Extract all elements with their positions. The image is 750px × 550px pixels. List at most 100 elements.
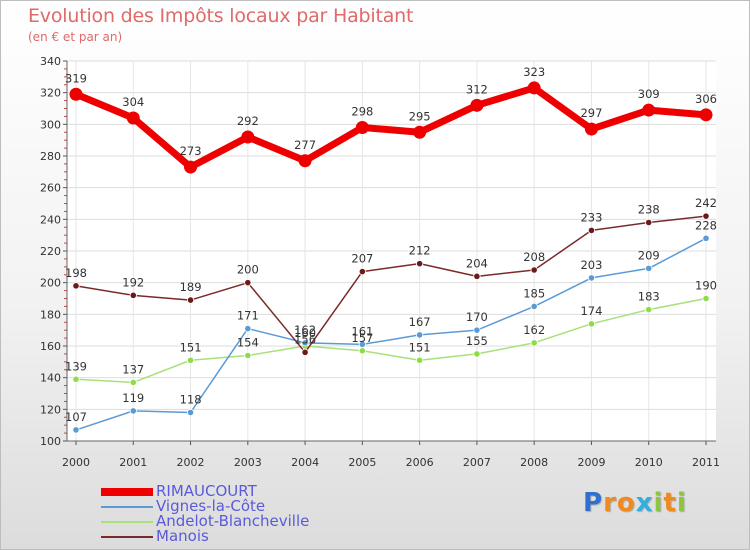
data-label: 228	[695, 218, 717, 232]
x-tick-label: 2005	[348, 456, 376, 469]
data-point	[129, 407, 137, 415]
data-point	[358, 340, 366, 349]
logo-letter: P	[583, 488, 604, 518]
data-label: 161	[351, 324, 373, 338]
data-label: 204	[466, 256, 488, 270]
y-tick-label: 200	[40, 277, 61, 290]
data-point	[530, 339, 538, 347]
data-label: 297	[580, 106, 602, 120]
data-point	[527, 81, 541, 95]
data-label: 119	[122, 391, 144, 405]
data-label: 208	[523, 250, 545, 264]
logo-letter: x	[635, 488, 654, 518]
y-tick-label: 300	[40, 118, 61, 131]
y-tick-label: 140	[40, 372, 61, 385]
data-point	[241, 130, 255, 144]
data-label: 151	[409, 340, 431, 354]
data-label: 183	[638, 290, 660, 304]
data-point	[301, 339, 309, 347]
y-tick-label: 180	[40, 308, 61, 321]
data-label: 154	[237, 336, 259, 350]
x-tick-label: 2008	[520, 456, 548, 469]
y-tick-label: 260	[40, 182, 61, 195]
data-label: 160	[294, 326, 316, 340]
proxiti-logo: Proxiti	[583, 488, 687, 518]
series-line	[75, 297, 707, 384]
data-point	[702, 212, 710, 220]
data-point	[244, 279, 252, 287]
data-point	[473, 326, 481, 334]
x-tick-label: 2007	[463, 456, 491, 469]
x-tick-label: 2011	[692, 456, 720, 469]
data-point	[244, 351, 252, 360]
logo-letter: r	[603, 488, 617, 518]
data-label: 319	[65, 71, 87, 85]
legend-swatch	[101, 488, 153, 496]
data-label: 167	[409, 315, 431, 329]
data-label: 139	[65, 359, 87, 373]
data-point	[702, 294, 710, 303]
chart-subtitle: (en € et par an)	[28, 30, 123, 44]
data-label: 189	[180, 280, 202, 294]
x-tick-label: 2002	[177, 456, 205, 469]
data-label: 273	[180, 144, 202, 158]
data-label: 306	[695, 92, 717, 106]
data-point	[126, 111, 140, 125]
data-label: 190	[695, 279, 717, 293]
logo-letter: i	[676, 488, 687, 518]
data-point	[645, 218, 653, 227]
data-point	[642, 103, 656, 117]
data-point	[298, 154, 312, 168]
data-label: 137	[122, 362, 144, 376]
data-label: 292	[237, 114, 259, 128]
data-label: 151	[180, 340, 202, 354]
data-point	[587, 274, 596, 282]
data-point	[416, 260, 424, 268]
data-point	[69, 87, 83, 101]
data-point	[702, 234, 710, 242]
data-label: 185	[523, 286, 545, 300]
x-tick-label: 2010	[635, 456, 663, 469]
data-label: 171	[237, 309, 259, 323]
data-label: 200	[237, 263, 259, 277]
y-tick-label: 100	[40, 435, 61, 448]
data-point	[186, 356, 195, 364]
data-label: 174	[580, 304, 602, 318]
series-andelot-blancheville	[72, 294, 710, 387]
data-label: 162	[294, 323, 316, 337]
data-label: 277	[294, 138, 316, 152]
data-point	[358, 347, 366, 355]
data-point	[530, 302, 538, 311]
data-label: 323	[523, 65, 545, 79]
y-tick-label: 280	[40, 150, 61, 163]
y-tick-label: 160	[40, 340, 61, 353]
legend-label: Andelot-Blancheville	[156, 512, 310, 530]
data-point	[645, 305, 653, 314]
data-label: 170	[466, 310, 488, 324]
data-label: 157	[351, 331, 373, 345]
data-point	[358, 267, 366, 276]
data-point	[186, 408, 195, 417]
data-point	[355, 121, 369, 134]
logo-letter: o	[616, 488, 636, 518]
data-label: 209	[638, 248, 660, 262]
x-tick-label: 2004	[291, 456, 319, 469]
data-label: 155	[466, 334, 488, 348]
series-manois	[72, 212, 710, 356]
data-label: 162	[523, 323, 545, 337]
data-point	[473, 350, 481, 358]
data-label: 295	[409, 109, 431, 123]
y-tick-label: 320	[40, 87, 61, 100]
x-tick-label: 2000	[62, 456, 90, 469]
legend-label: Manois	[156, 527, 209, 545]
data-point	[587, 226, 596, 235]
data-label: 309	[638, 87, 660, 101]
y-tick-label: 340	[40, 55, 61, 68]
y-tick-label: 220	[40, 245, 61, 258]
legend-label: Vignes-la-Côte	[156, 497, 266, 515]
data-label: 312	[466, 82, 488, 96]
data-point	[301, 348, 309, 356]
data-point	[244, 324, 252, 333]
data-point	[473, 272, 481, 280]
